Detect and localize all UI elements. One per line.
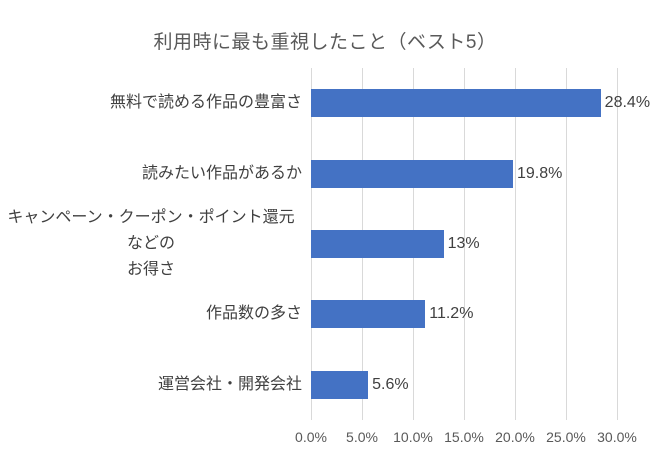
bar xyxy=(311,89,601,118)
x-axis-tick-label: 15.0% xyxy=(444,429,484,445)
bar xyxy=(311,370,369,399)
category-label-text: 運営会社・開発会社 xyxy=(157,375,302,393)
data-label: 5.6% xyxy=(372,375,409,393)
x-axis-tick-label: 0.0% xyxy=(295,429,327,445)
category-label: 無料で読める作品の豊富さ xyxy=(0,68,302,138)
x-axis-tick-label: 10.0% xyxy=(393,429,433,445)
plot-area: 28.4% 19.8% 13% 11.2% 5.6% xyxy=(311,68,650,420)
chart-title: 利用時に最も重視したこと（ベスト5） xyxy=(153,32,497,53)
category-label: 作品数の多さ xyxy=(0,279,302,349)
category-label: 運営会社・開発会社 xyxy=(0,350,302,420)
bar xyxy=(311,230,444,258)
data-label: 13% xyxy=(447,235,480,252)
category-label: 読みたい作品があるか xyxy=(0,138,302,208)
x-axis-tick-label: 20.0% xyxy=(495,429,535,445)
gridline xyxy=(566,68,567,420)
category-label-text: 作品数の多さ xyxy=(205,305,302,323)
category-label: キャンペーン・クーポン・ポイント還元などの お得さ xyxy=(0,209,302,279)
x-axis-tick-label: 5.0% xyxy=(346,429,378,445)
data-label: 19.8% xyxy=(516,164,563,182)
category-label-text: 読みたい作品があるか xyxy=(141,164,302,182)
category-label-text: 無料で読める作品の豊富さ xyxy=(109,94,302,112)
category-label-text: キャンペーン・クーポン・ポイント還元などの お得さ xyxy=(7,209,295,278)
x-axis-tick-label: 25.0% xyxy=(546,429,586,445)
data-label: 28.4% xyxy=(604,94,650,112)
bar xyxy=(311,300,426,329)
gridline xyxy=(464,68,465,420)
gridline xyxy=(515,68,516,420)
bar xyxy=(311,159,513,188)
x-axis-tick-label: 30.0% xyxy=(597,429,637,445)
data-label: 11.2% xyxy=(429,305,474,323)
gridline xyxy=(617,68,618,420)
